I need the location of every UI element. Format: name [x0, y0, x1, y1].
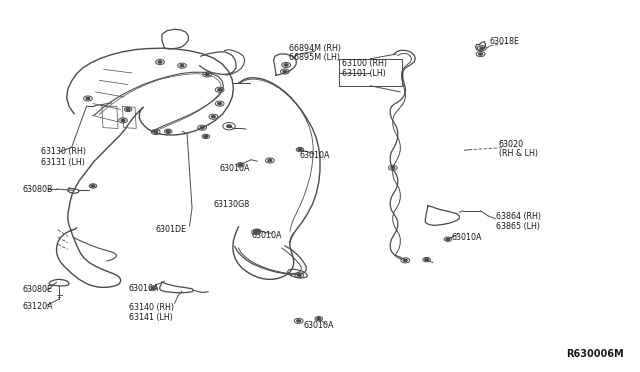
Bar: [339, 59, 401, 86]
Circle shape: [391, 167, 395, 169]
Circle shape: [205, 73, 209, 76]
Text: 63864 (RH): 63864 (RH): [495, 212, 541, 221]
Circle shape: [86, 97, 90, 100]
Circle shape: [255, 230, 259, 232]
Text: 63865 (LH): 63865 (LH): [495, 222, 540, 231]
Circle shape: [403, 259, 407, 262]
Text: 63020: 63020: [499, 140, 524, 148]
Circle shape: [151, 287, 155, 289]
Circle shape: [446, 238, 450, 240]
Text: 63140 (RH): 63140 (RH): [129, 302, 173, 311]
Text: 63130G8: 63130G8: [213, 200, 250, 209]
Circle shape: [283, 70, 287, 73]
Text: 63080B: 63080B: [22, 185, 52, 194]
Circle shape: [158, 61, 162, 63]
Text: 63010A: 63010A: [251, 231, 282, 240]
Text: 63141 (LH): 63141 (LH): [129, 314, 173, 323]
Text: 63010A: 63010A: [129, 284, 159, 293]
Circle shape: [297, 320, 301, 322]
Text: 63131 (LH): 63131 (LH): [41, 158, 84, 167]
Text: 63010A: 63010A: [300, 151, 330, 160]
Circle shape: [239, 164, 242, 166]
Circle shape: [480, 47, 484, 49]
Text: 63101 (LH): 63101 (LH): [342, 69, 386, 78]
Text: R630006M: R630006M: [566, 349, 624, 359]
Text: 63080E: 63080E: [22, 285, 52, 294]
Text: 63100 (RH): 63100 (RH): [342, 60, 387, 68]
Circle shape: [211, 116, 215, 118]
Circle shape: [268, 159, 272, 161]
Circle shape: [218, 103, 221, 105]
Text: 63018E: 63018E: [490, 38, 519, 46]
Text: 66895M (LH): 66895M (LH): [289, 53, 340, 62]
Circle shape: [180, 65, 184, 67]
Circle shape: [425, 259, 429, 261]
Text: 63010A: 63010A: [452, 232, 482, 241]
Circle shape: [298, 274, 301, 276]
Circle shape: [200, 126, 204, 129]
Circle shape: [298, 148, 302, 151]
Circle shape: [479, 53, 483, 55]
Circle shape: [91, 185, 95, 187]
Circle shape: [126, 108, 130, 110]
Text: (RH & LH): (RH & LH): [499, 150, 538, 158]
Circle shape: [227, 125, 232, 128]
Circle shape: [317, 318, 321, 320]
Text: 63010A: 63010A: [303, 321, 333, 330]
Circle shape: [154, 131, 157, 133]
Text: 63130 (RH): 63130 (RH): [41, 147, 86, 156]
Text: 66894M (RH): 66894M (RH): [289, 44, 340, 53]
Text: 6301DE: 6301DE: [156, 225, 187, 234]
Circle shape: [284, 64, 288, 66]
Text: 63120A: 63120A: [22, 302, 52, 311]
Circle shape: [218, 89, 221, 91]
Circle shape: [121, 119, 125, 122]
Text: 63010A: 63010A: [220, 164, 250, 173]
Circle shape: [166, 130, 170, 132]
Circle shape: [254, 231, 258, 233]
Circle shape: [204, 135, 208, 138]
